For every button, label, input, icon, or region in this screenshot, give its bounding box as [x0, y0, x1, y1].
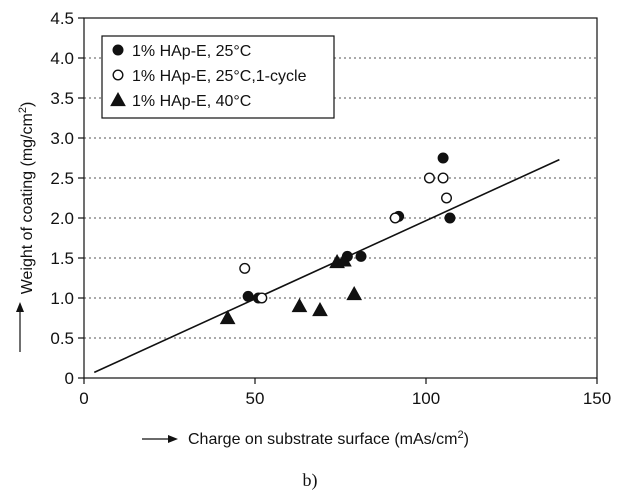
- data-points: [219, 152, 456, 325]
- y-axis-title: Weight of coating (mg/cm2): [17, 102, 36, 295]
- plot-frame: [83, 17, 598, 379]
- x-axis-title: Charge on substrate surface (mAs/cm2): [188, 429, 469, 448]
- fit-line-group: [93, 158, 560, 374]
- x-tick-label: 50: [246, 389, 265, 408]
- y-tick-label: 2.0: [50, 209, 74, 228]
- data-point-series-3: [346, 285, 363, 301]
- legend-box: [101, 35, 335, 119]
- data-point-series-2: [239, 262, 251, 274]
- y-tick-label: 2.5: [50, 169, 74, 188]
- data-point-series-3: [219, 309, 236, 325]
- y-tick-label: 3.0: [50, 129, 74, 148]
- y-axis-ticks: 0 0.5 1.0 1.5 2.0 2.5 3.0 3.5 4.0 4.5: [50, 9, 84, 388]
- legend: 1% HAp-E, 25°C 1% HAp-E, 25°C,1-cycle 1% H…: [101, 35, 335, 119]
- y-tick-label: 1.0: [50, 289, 74, 308]
- legend-label-2: 1% HAp-E, 25°C,1-cycle: [132, 68, 307, 85]
- data-point-series-3: [291, 297, 308, 313]
- legend-marker-2: [112, 69, 124, 81]
- data-point-series-1: [355, 250, 367, 262]
- legend-label-3: 1% HAp-E, 40°C: [132, 93, 251, 110]
- y-tick-label: 4.0: [50, 49, 74, 68]
- data-point-series-2: [441, 192, 453, 204]
- data-point-series-1: [242, 290, 254, 302]
- y-tick-label: 3.5: [50, 89, 74, 108]
- fit-line: [93, 158, 560, 374]
- legend-marker-1: [112, 44, 124, 56]
- legend-marker-3: [110, 91, 126, 107]
- y-axis-title-group: Weight of coating (mg/cm2): [16, 102, 36, 352]
- data-point-series-3: [336, 252, 352, 267]
- y-axis-arrow-head: [16, 302, 24, 312]
- x-tick-label: 0: [79, 389, 88, 408]
- x-tick-label: 100: [412, 389, 440, 408]
- x-axis-ticks: 0 50 100 150: [79, 378, 611, 408]
- data-point-series-1: [444, 212, 456, 224]
- data-point-series-2: [437, 172, 449, 184]
- x-axis-arrow-head: [168, 435, 178, 443]
- figure-caption: b): [303, 470, 318, 491]
- y-tick-label: 1.5: [50, 249, 74, 268]
- y-tick-label: 0.5: [50, 329, 74, 348]
- data-point-series-3: [312, 301, 328, 317]
- y-tick-label: 4.5: [50, 9, 74, 28]
- x-axis-title-group: Charge on substrate surface (mAs/cm2): [142, 429, 469, 448]
- y-tick-label: 0: [65, 369, 74, 388]
- x-tick-label: 150: [583, 389, 611, 408]
- data-point-series-2: [389, 212, 401, 224]
- data-point-series-1: [437, 152, 449, 164]
- legend-label-1: 1% HAp-E, 25°C: [132, 43, 251, 60]
- data-point-series-2: [256, 292, 268, 304]
- data-point-series-2: [423, 172, 435, 184]
